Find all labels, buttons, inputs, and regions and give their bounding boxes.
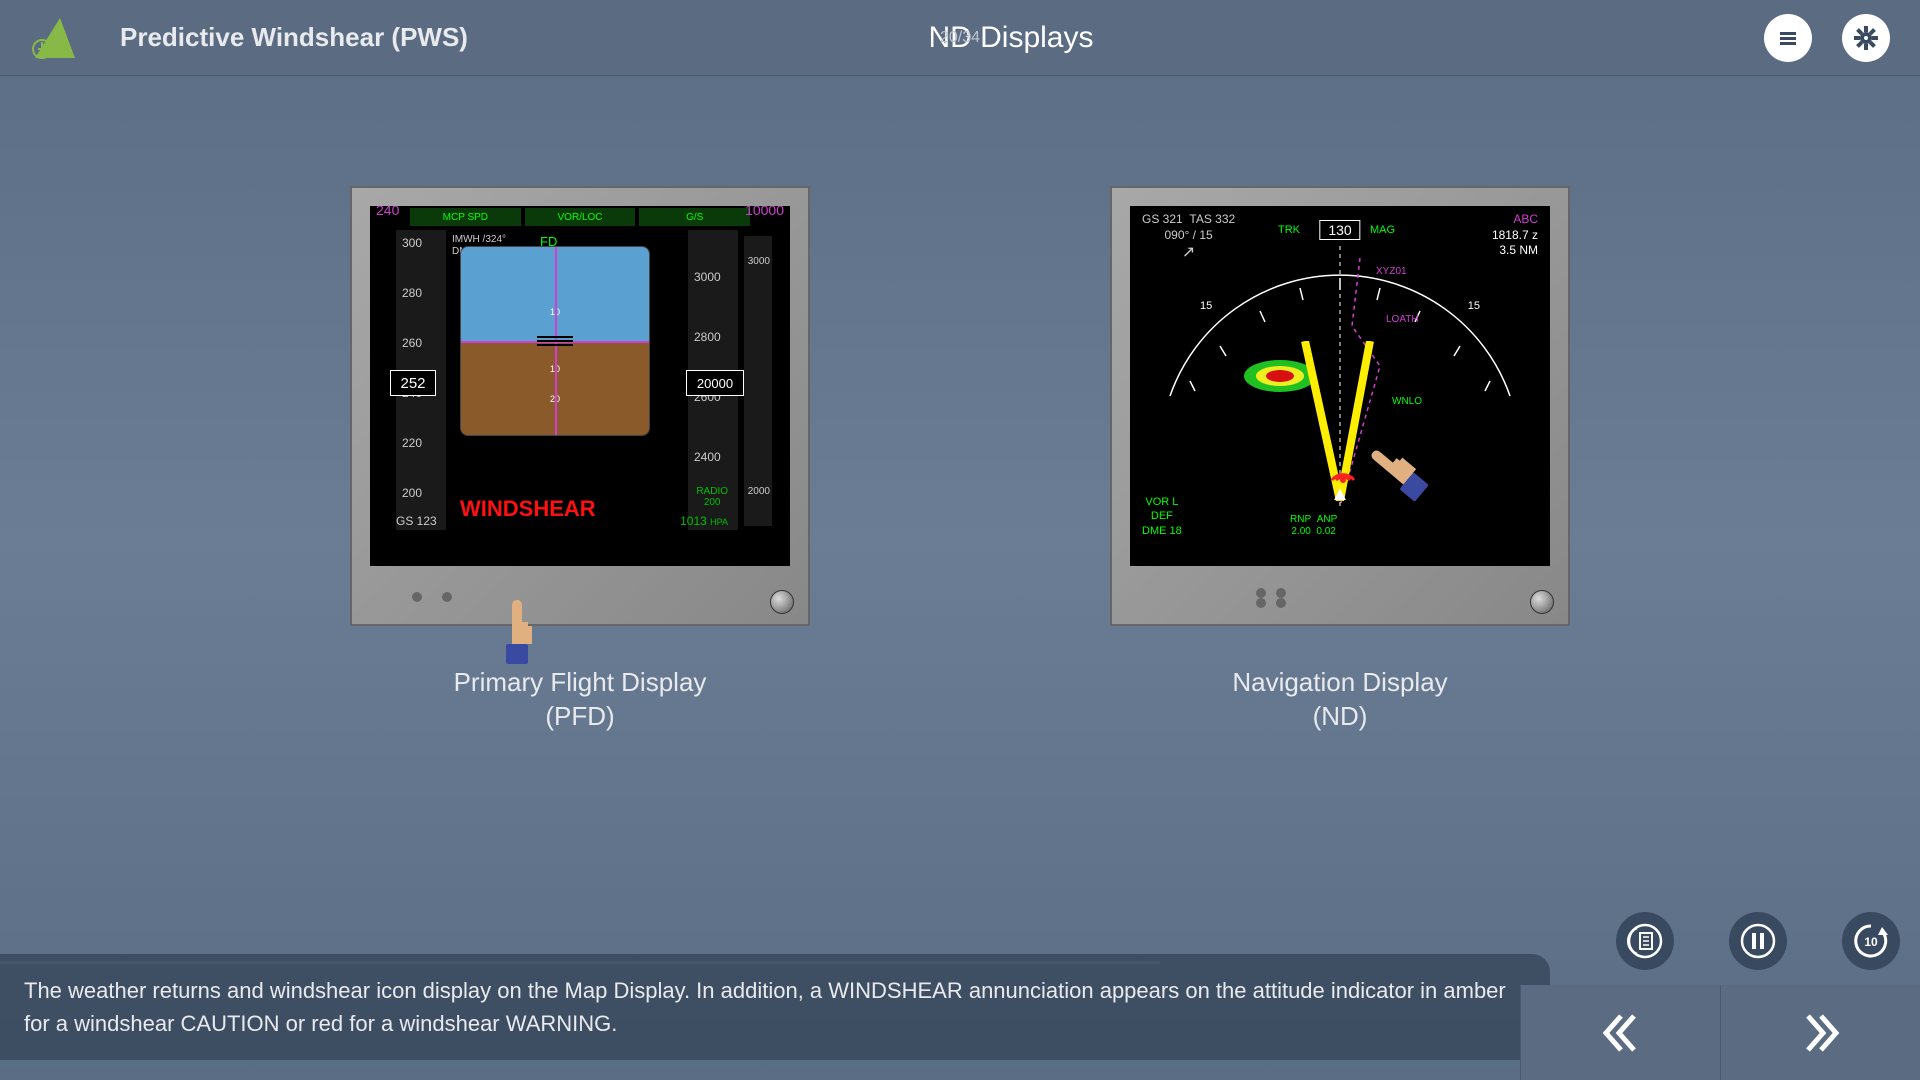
module-title: Predictive Windshear (PWS) xyxy=(120,22,468,53)
pfd-label-line2: (PFD) xyxy=(350,700,810,734)
rivet-icon xyxy=(1276,598,1286,608)
nd-label: Navigation Display (ND) xyxy=(1110,666,1570,734)
radio-alt: 200 xyxy=(704,497,721,508)
playback-controls: 10 xyxy=(1616,912,1900,970)
alt-box: 20000 xyxy=(686,370,744,396)
speed-val: 280 xyxy=(402,286,422,300)
pfd-screen: MCP SPD VOR/LOC G/S 240 10000 IMWH /324°… xyxy=(370,206,790,566)
radio-text: RADIO xyxy=(696,486,728,497)
screw-icon xyxy=(770,590,794,614)
speed-bug: 240 xyxy=(376,206,399,218)
vs-tape: 3000 2000 xyxy=(744,236,772,526)
alt-val: 3000 xyxy=(694,270,721,284)
nd-screen: GS 321 TAS 332 090° / 15 ↗ ABC 1818.7 z … xyxy=(1130,206,1550,566)
rivet-icon xyxy=(442,592,452,602)
nd-wpt1: XYZ01 xyxy=(1376,266,1407,277)
next-button[interactable] xyxy=(1720,985,1920,1080)
rivet-icon xyxy=(1256,588,1266,598)
imwh-label: IMWH /324° xyxy=(452,234,506,245)
gear-icon xyxy=(1851,23,1881,53)
pfd-mode-bar: MCP SPD VOR/LOC G/S xyxy=(410,208,750,226)
radio-label: RADIO 200 xyxy=(696,486,728,508)
pfd-label-line1: Primary Flight Display xyxy=(350,666,810,700)
screw-icon xyxy=(1530,590,1554,614)
nd-bezel: GS 321 TAS 332 090° / 15 ↗ ABC 1818.7 z … xyxy=(1110,186,1570,626)
transcript-button[interactable] xyxy=(1616,912,1674,970)
baro-unit: HPA xyxy=(710,517,728,527)
nd-anp-label: ANP xyxy=(1317,514,1338,525)
transcript-icon xyxy=(1627,923,1663,959)
pfd-bezel: MCP SPD VOR/LOC G/S 240 10000 IMWH /324°… xyxy=(350,186,810,626)
pause-button[interactable] xyxy=(1729,912,1787,970)
rivet-icon xyxy=(1256,598,1266,608)
replay-button[interactable]: 10 xyxy=(1842,912,1900,970)
nd-label-line2: (ND) xyxy=(1110,700,1570,734)
nd-anp-val: 0.02 xyxy=(1316,526,1335,537)
attitude-indicator: 10 10 20 xyxy=(460,246,650,436)
nd-rnp-label: RNP xyxy=(1290,514,1311,525)
nd-wpt2: LOATH xyxy=(1386,314,1419,325)
pause-icon xyxy=(1740,923,1776,959)
logo-icon xyxy=(30,13,90,63)
page-indicator: 20/34 xyxy=(940,29,980,47)
menu-icon xyxy=(1773,23,1803,53)
replay-seconds: 10 xyxy=(1864,935,1878,949)
chevron-right-icon xyxy=(1796,1008,1846,1058)
nd-bottom-left: VOR L DEF DME 18 xyxy=(1142,495,1182,538)
windshear-annunciation: WINDSHEAR xyxy=(460,496,596,522)
nd-label-line1: Navigation Display xyxy=(1110,666,1570,700)
alt-val: 2800 xyxy=(694,330,721,344)
nd-rnp-val: 2.00 xyxy=(1291,526,1310,537)
alt-val: 2400 xyxy=(694,450,721,464)
mode-mcpspd: MCP SPD xyxy=(410,208,521,226)
header-bar: Predictive Windshear (PWS) 20/34 ND Disp… xyxy=(0,0,1920,76)
vs-val: 3000 xyxy=(748,256,770,267)
mode-vorloc: VOR/LOC xyxy=(525,208,636,226)
aircraft-symbol xyxy=(537,340,573,342)
pfd-unit: MCP SPD VOR/LOC G/S 240 10000 IMWH /324°… xyxy=(350,186,810,734)
vs-val: 2000 xyxy=(748,486,770,497)
pointer-hand-icon xyxy=(492,594,542,664)
menu-button[interactable] xyxy=(1764,14,1812,62)
nd-vor: VOR L xyxy=(1145,496,1178,508)
baro-label: 1013 HPA xyxy=(680,514,728,528)
speed-val: 300 xyxy=(402,236,422,250)
caption-panel: The weather returns and windshear icon d… xyxy=(0,954,1550,1060)
gs-label: GS 123 xyxy=(396,514,437,528)
aircraft-icon: ▲ xyxy=(1330,483,1350,506)
mode-gs: G/S xyxy=(639,208,750,226)
alt-tape: 3000 2800 2600 2400 20000 xyxy=(688,230,738,530)
settings-button[interactable] xyxy=(1842,14,1890,62)
baro-val: 1013 xyxy=(680,514,707,528)
nd-rnp-anp: RNP ANP 2.00 0.02 xyxy=(1290,514,1337,538)
speed-val: 220 xyxy=(402,436,422,450)
alt-bug: 10000 xyxy=(745,206,784,218)
speed-box: 252 xyxy=(390,370,436,396)
speed-tape: 300 280 260 240 220 200 252 xyxy=(396,230,446,530)
caption-text: The weather returns and windshear icon d… xyxy=(24,978,1506,1036)
rivet-icon xyxy=(412,592,422,602)
replay-icon: 10 xyxy=(1852,922,1890,960)
nd-dme: DME 18 xyxy=(1142,525,1182,537)
prev-button[interactable] xyxy=(1520,985,1720,1080)
speed-val: 200 xyxy=(402,486,422,500)
nav-controls xyxy=(1520,985,1920,1080)
rivet-icon xyxy=(1276,588,1286,598)
pfd-label: Primary Flight Display (PFD) xyxy=(350,666,810,734)
nd-vorid: DEF xyxy=(1151,510,1173,522)
speed-val: 260 xyxy=(402,336,422,350)
windshear-radar-icon xyxy=(1328,458,1358,484)
chevron-left-icon xyxy=(1596,1008,1646,1058)
main-content: MCP SPD VOR/LOC G/S 240 10000 IMWH /324°… xyxy=(0,76,1920,734)
nd-unit: GS 321 TAS 332 090° / 15 ↗ ABC 1818.7 z … xyxy=(1110,186,1570,734)
